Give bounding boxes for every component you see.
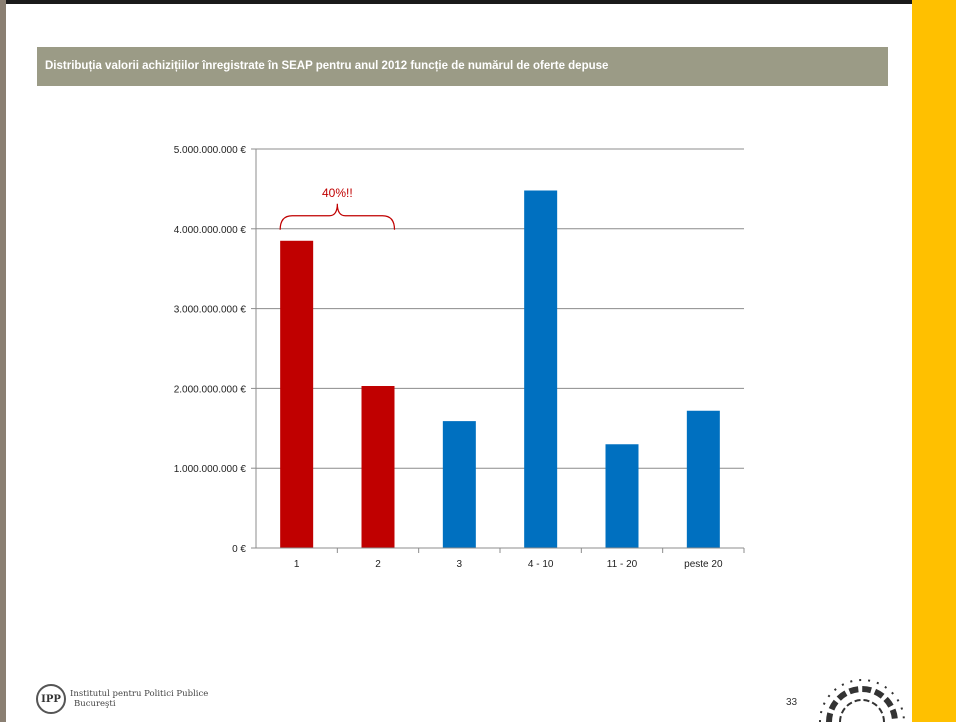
x-tick-label: 2 [375, 559, 381, 570]
accent-side-bar [912, 0, 956, 722]
bar-4-10 [524, 190, 558, 548]
y-tick-label: 5.000.000.000 € [174, 145, 247, 156]
bar-chart: 0 € 1.000.000.000 € 2.000.000.000 € 3.000.0… [174, 145, 745, 570]
chart-annotation: 40%!! [279, 186, 396, 230]
x-tick-label: 11 - 20 [607, 559, 638, 570]
y-tick-label: 1.000.000.000 € [174, 464, 247, 475]
decorative-emblem-icon [819, 679, 905, 722]
bar-2 [361, 386, 395, 548]
ipp-logo-icon: IPP [36, 684, 66, 714]
x-tick-label: peste 20 [684, 559, 723, 570]
chart-axes: 0 € 1.000.000.000 € 2.000.000.000 € 3.000.0… [174, 145, 745, 570]
logo-text-line1: Institutul pentru Politici Publice [70, 689, 209, 699]
slide-title: Distribuția valorii achizițiilor înregis… [37, 47, 888, 86]
chart-gridlines [256, 148, 744, 469]
y-tick-label: 0 € [232, 544, 246, 555]
y-tick-label: 2.000.000.000 € [174, 384, 247, 395]
chart-bars [280, 190, 720, 548]
y-tick-label: 4.000.000.000 € [174, 225, 247, 236]
page-number: 33 [786, 697, 798, 708]
bar-3 [442, 421, 476, 548]
x-tick-label: 4 - 10 [528, 559, 554, 570]
annotation-label: 40%!! [322, 186, 353, 200]
x-tick-label: 1 [294, 559, 300, 570]
slide-left-border [0, 0, 6, 722]
annotation-brace [279, 203, 396, 230]
bar-peste20 [686, 410, 720, 548]
y-tick-label: 3.000.000.000 € [174, 305, 247, 316]
logo-text-line2: Bucureşti [74, 699, 116, 709]
slide-top-border [0, 0, 912, 4]
bar-11-20 [605, 444, 639, 548]
bar-1 [280, 240, 314, 548]
ipp-logo: IPP Institutul pentru Politici Publice B… [36, 684, 208, 714]
x-tick-label: 3 [457, 559, 463, 570]
